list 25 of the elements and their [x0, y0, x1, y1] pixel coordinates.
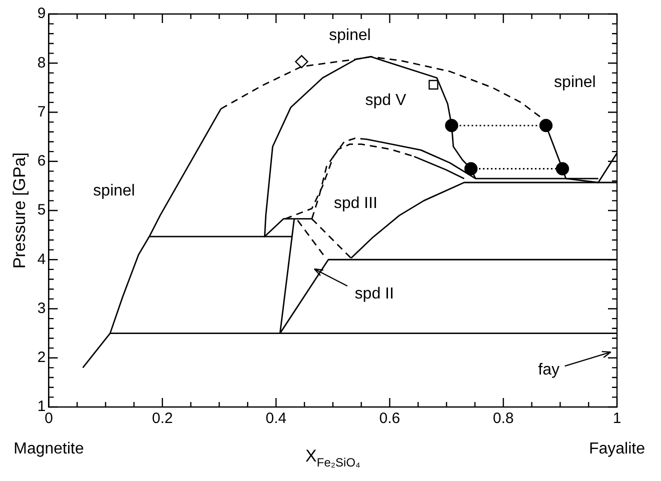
text: Magnetite [14, 440, 84, 458]
y-tick-label: 5 [37, 202, 46, 219]
text: Fayalite [588, 440, 646, 458]
y-tick-label: 1 [37, 398, 46, 416]
annotation: spd V [365, 92, 406, 109]
y-tick-label: 7 [37, 103, 46, 120]
annotation: spinel [329, 27, 371, 44]
x-tick-label: 1 [612, 410, 622, 428]
y-tick-label: 8 [37, 54, 46, 72]
annotation: spinel [554, 74, 596, 92]
annotation: fay [538, 361, 560, 378]
annotation: spinel [93, 182, 135, 200]
x-tick-label: 0.8 [492, 410, 514, 428]
x-tick-label: 0.6 [379, 410, 400, 428]
y-tick-label: 4 [37, 250, 46, 268]
annotation: spd II [354, 285, 394, 302]
y-tick-label: 3 [37, 300, 46, 317]
annotation: spd III [334, 195, 378, 212]
x-tick-label: 0.4 [266, 410, 286, 428]
y-tick-label: 9 [37, 5, 46, 22]
y-axis-title: Pressure [GPa] [10, 152, 29, 269]
x-tick-label: 0.2 [152, 410, 173, 428]
y-tick-label: 6 [37, 152, 46, 170]
x-tick-label: 0 [44, 410, 53, 428]
y-tick-label: 2 [37, 349, 46, 366]
